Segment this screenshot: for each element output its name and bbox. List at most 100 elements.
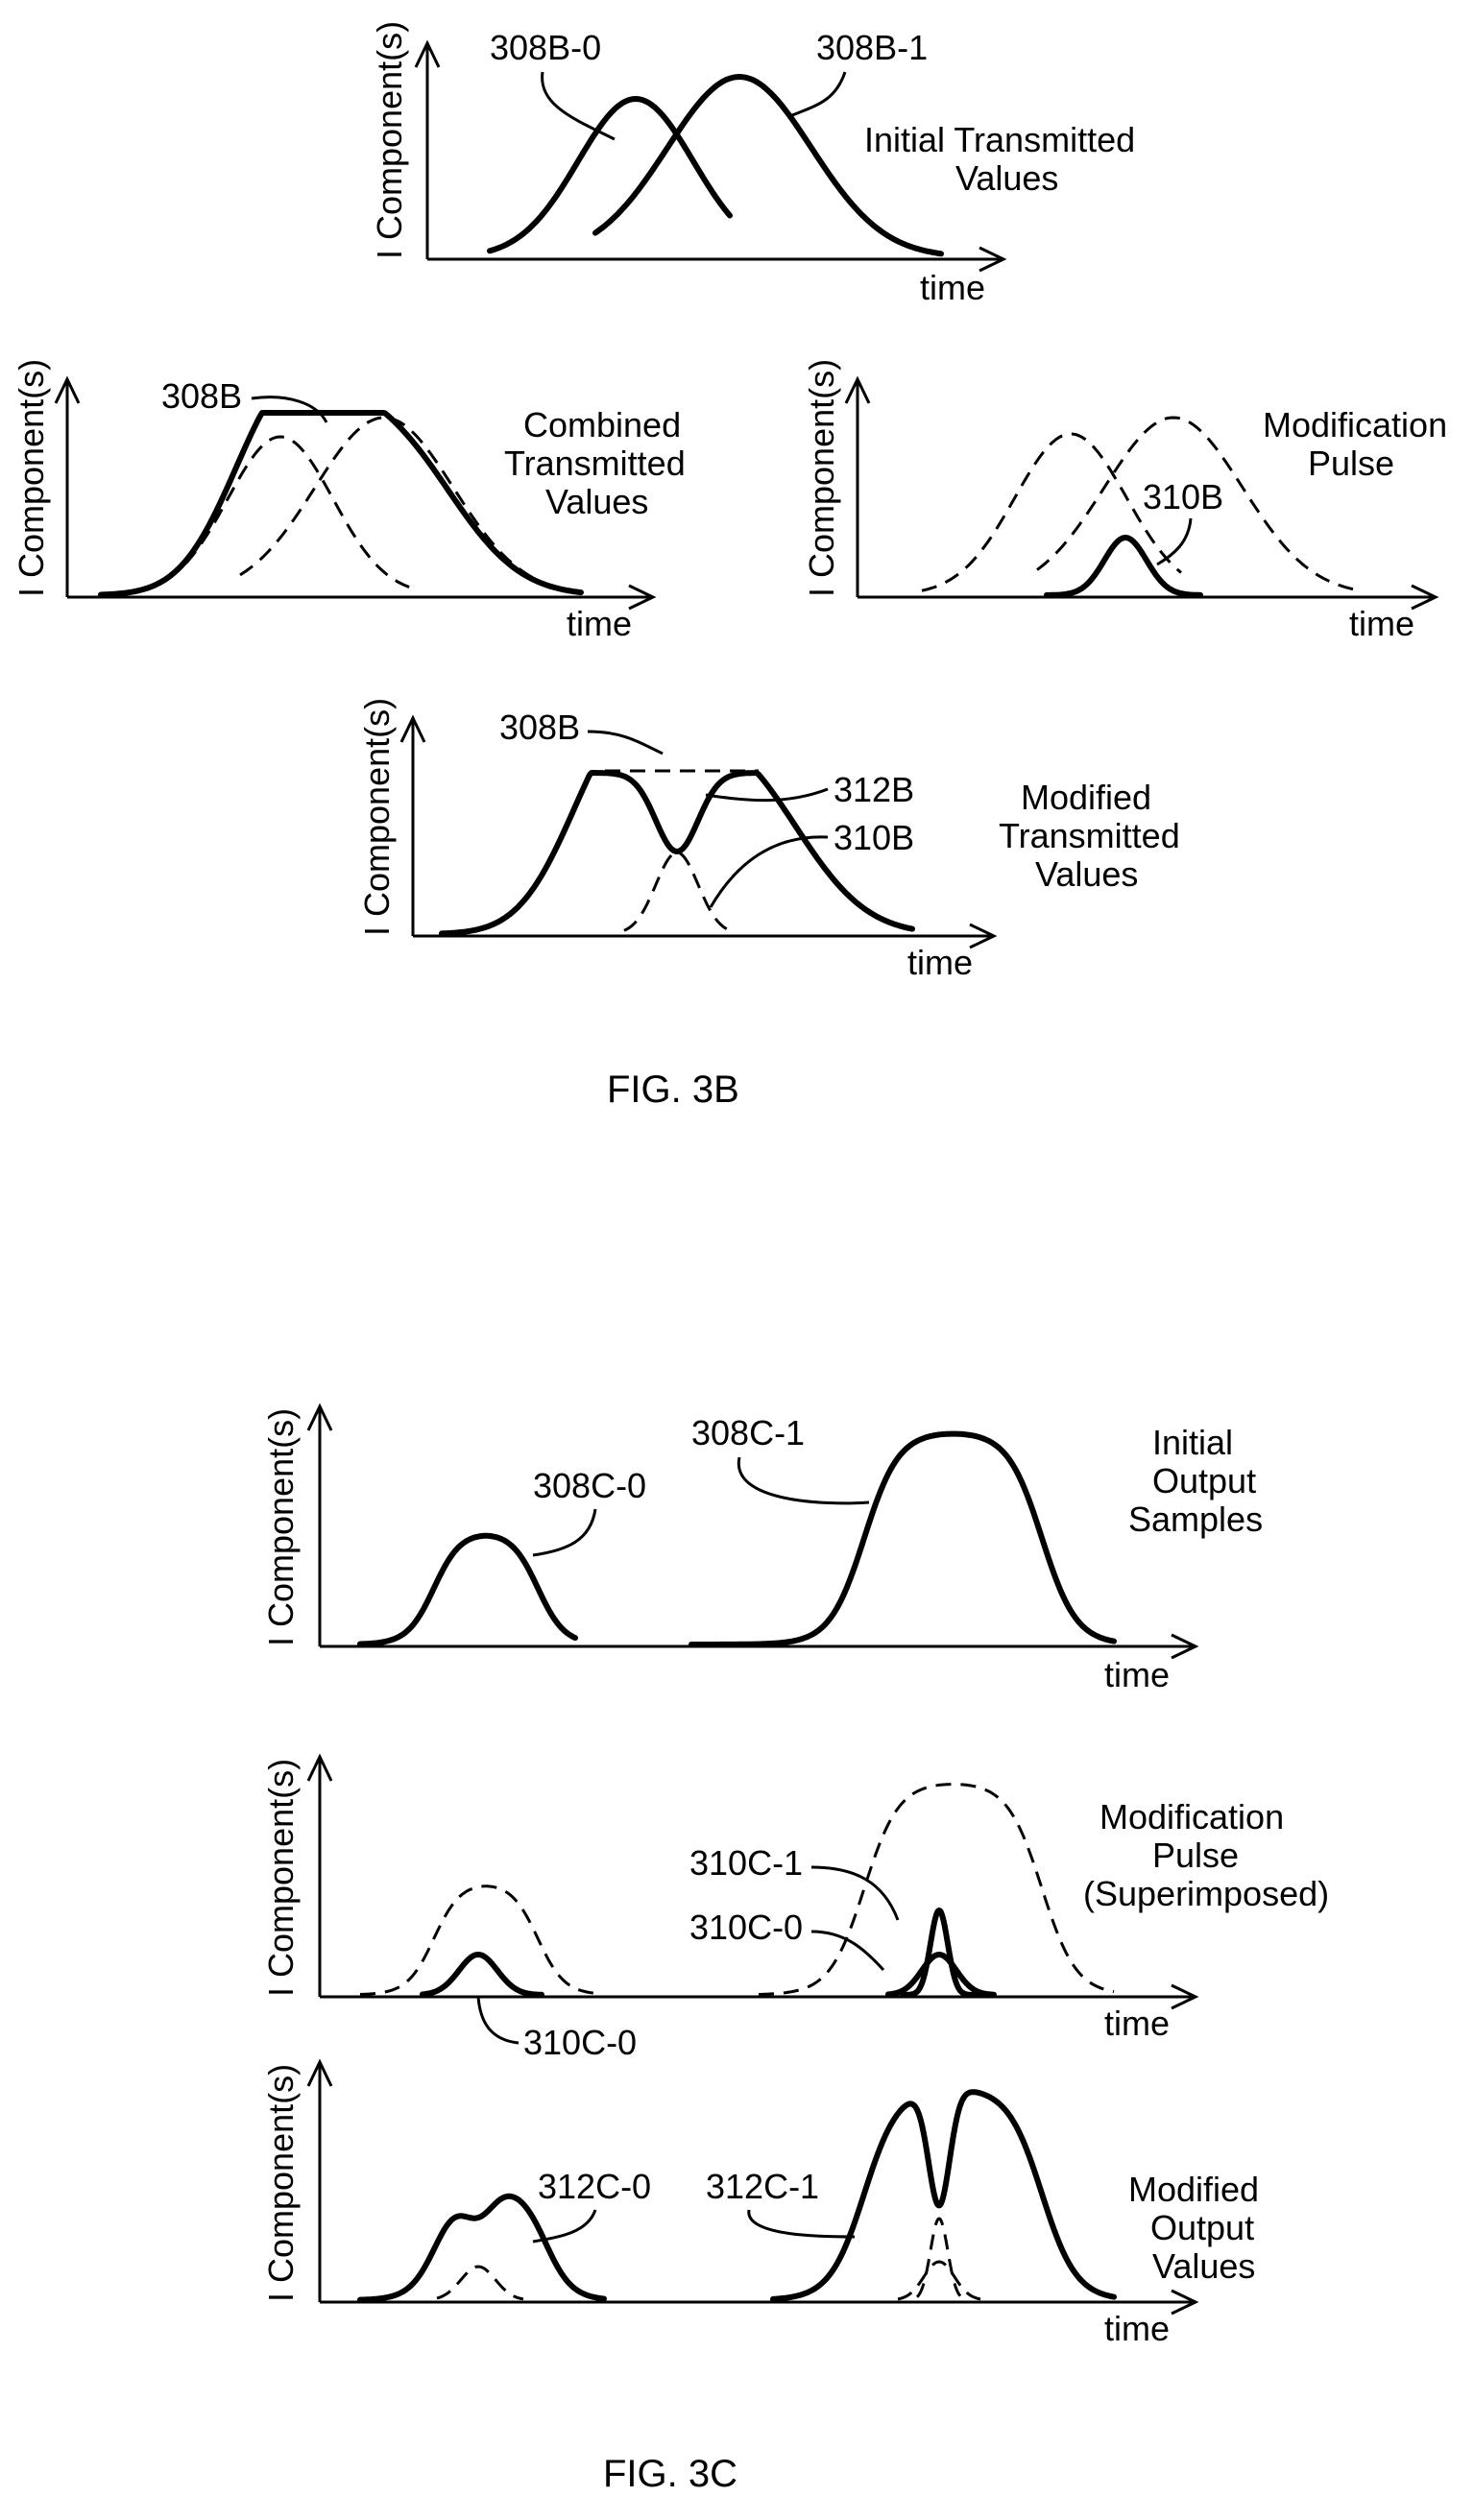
y-axis-arrow — [414, 39, 441, 68]
label-310C-1: 310C-1 — [689, 1843, 803, 1883]
curve-308C-0 — [357, 1532, 578, 1647]
x-axis-arrow — [969, 923, 998, 949]
dashed-component-0 — [921, 432, 1182, 592]
label-308B-1: 308B-1 — [816, 28, 928, 67]
x-axis-label: time — [567, 604, 632, 643]
leader-312C-1 — [747, 2209, 856, 2239]
y-axis-label: I Component(s) — [370, 21, 409, 259]
label-308B-0: 308B-0 — [490, 28, 601, 67]
curve-308B-combined — [98, 410, 584, 598]
title-line-3: Samples — [1128, 1500, 1263, 1539]
y-axis-arrow — [399, 714, 426, 743]
leader-308B — [587, 730, 664, 756]
dashed-310B — [623, 851, 731, 932]
leader-308B-1 — [791, 71, 847, 117]
panel-3b-modified: I Component(s) time 308B 312B 310B Modif… — [357, 698, 1180, 982]
curve-312C-1 — [770, 2089, 1117, 2302]
title-line-1: Initial Transmitted — [864, 120, 1135, 159]
caption-fig-3b: FIG. 3B — [607, 1068, 739, 1111]
x-axis-arrow — [1171, 2289, 1199, 2316]
x-axis-arrow — [1171, 1633, 1199, 1660]
curve-310C-0-right — [885, 1952, 997, 1998]
curve-312B — [439, 770, 915, 937]
x-axis-label: time — [920, 268, 985, 307]
y-axis-arrow — [306, 1403, 333, 1431]
leader-310C-0-left — [476, 1996, 520, 2045]
y-axis-label: I Component(s) — [802, 359, 841, 597]
panel-3b-initial: I Component(s) time 308B-0 308B-1 Initia… — [370, 21, 1135, 307]
y-axis-label: I Component(s) — [261, 2064, 301, 2302]
panel-3b-modification: I Component(s) time 310B Modification Pu… — [802, 359, 1447, 643]
x-axis-arrow — [979, 246, 1007, 273]
x-axis-label: time — [1104, 1655, 1170, 1694]
dashed-component-1 — [1036, 416, 1355, 591]
curve-308C-1 — [689, 1430, 1117, 1647]
title-line-2: Transmitted — [504, 444, 686, 483]
curve-312C-0 — [357, 2193, 607, 2303]
label-310B: 310B — [1143, 477, 1223, 516]
dashed-310C-0-right — [897, 2260, 985, 2301]
leader-308C-1 — [737, 1456, 870, 1505]
y-axis-label: I Component(s) — [261, 1759, 301, 1997]
leader-312B — [705, 787, 829, 803]
curve-310C-1 — [900, 1908, 982, 1998]
curve-310C-0-left — [420, 1952, 544, 1998]
y-axis-arrow — [844, 375, 871, 404]
title-line-3: Values — [1035, 854, 1138, 894]
title-line-2: Output — [1150, 2208, 1254, 2247]
curve-310B — [1044, 535, 1203, 598]
curve-308B-1 — [592, 74, 944, 257]
title-line-2: Output — [1152, 1461, 1256, 1500]
curve-308B-0 — [487, 96, 733, 254]
y-axis-arrow — [306, 1753, 333, 1782]
x-axis-arrow — [1171, 1983, 1199, 2010]
y-axis-label: I Component(s) — [357, 698, 397, 936]
x-axis-label: time — [1104, 2004, 1170, 2043]
title-line-1: Initial — [1152, 1423, 1233, 1462]
title-line-2: Transmitted — [999, 816, 1180, 855]
title-line-3: Values — [1152, 2246, 1255, 2286]
label-312C-1: 312C-1 — [706, 2167, 819, 2206]
label-310C-0-right: 310C-0 — [689, 1908, 803, 1947]
y-axis-label: I Component(s) — [261, 1408, 301, 1646]
leader-310C-0-right — [810, 1930, 885, 1972]
dashed-308C-1 — [759, 1783, 1115, 1996]
x-axis-label: time — [1349, 604, 1414, 643]
panel-3c-initial: I Component(s) time 308C-0 308C-1 Initia… — [261, 1403, 1263, 1694]
leader-308B — [251, 396, 328, 423]
title-line-3: (Superimposed) — [1083, 1874, 1329, 1913]
label-310C-0-left: 310C-0 — [523, 2023, 637, 2062]
x-axis-label: time — [1104, 2309, 1170, 2348]
panel-3c-modification: I Component(s) time 310C-1 310C-0 310C-0… — [261, 1753, 1329, 2062]
title-line-1: Modified — [1021, 778, 1151, 817]
x-axis-arrow — [628, 584, 657, 611]
title-line-1: Modification — [1099, 1797, 1284, 1836]
caption-fig-3c: FIG. 3C — [603, 2453, 737, 2495]
title-line-1: Modified — [1128, 2170, 1259, 2209]
title-line-2: Values — [955, 158, 1058, 198]
x-axis-arrow — [1411, 584, 1439, 611]
title-line-3: Values — [545, 482, 648, 521]
y-axis-label: I Component(s) — [12, 359, 51, 597]
x-axis-label: time — [907, 943, 973, 982]
label-308B: 308B — [499, 708, 580, 747]
panel-3b-combined: I Component(s) time 308B Combined Transm… — [12, 359, 686, 643]
leader-310C-1 — [810, 1865, 900, 1921]
label-308B: 308B — [161, 376, 242, 416]
title-line-1: Modification — [1263, 405, 1447, 444]
title-line-2: Pulse — [1308, 444, 1394, 483]
leader-312C-0 — [532, 2209, 597, 2244]
leader-308C-0 — [532, 1508, 597, 1557]
label-308C-1: 308C-1 — [691, 1413, 805, 1452]
leader-310B — [709, 835, 829, 908]
label-312B: 312B — [834, 770, 914, 809]
leader-308B-0 — [541, 71, 616, 141]
panel-3c-modified: I Component(s) time 312C-0 312C-1 Modifi… — [261, 2058, 1259, 2348]
label-310B: 310B — [834, 818, 914, 857]
dashed-308C-0 — [359, 1884, 595, 1996]
title-line-2: Pulse — [1152, 1836, 1239, 1875]
dashed-310C-0 — [436, 2265, 524, 2301]
label-312C-0: 312C-0 — [538, 2167, 651, 2206]
dashed-310C-1 — [915, 2217, 962, 2298]
